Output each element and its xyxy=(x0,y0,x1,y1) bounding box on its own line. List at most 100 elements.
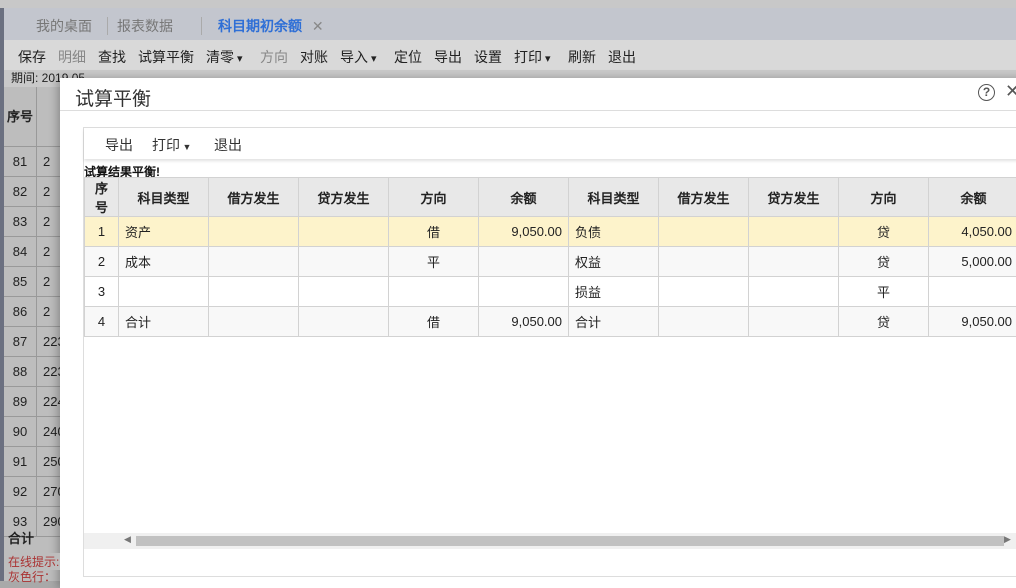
column-header: 余额 xyxy=(479,178,569,217)
toolbar-button[interactable]: 试算平衡 xyxy=(138,47,194,67)
toolbar-button[interactable]: 退出 xyxy=(608,47,636,67)
tab-report-data[interactable]: 报表数据 xyxy=(117,16,173,36)
dialog-toolbar: 导出 打印 ▼ 退出 xyxy=(84,128,1016,159)
table-cell[interactable] xyxy=(389,277,479,307)
table-cell[interactable] xyxy=(209,217,299,247)
scroll-right-icon[interactable]: ▶ xyxy=(1004,534,1011,545)
print-button[interactable]: 打印 ▼ xyxy=(152,135,191,155)
window-top-strip xyxy=(0,0,1016,8)
table-cell[interactable]: 9,050.00 xyxy=(479,307,569,337)
column-header: 余额 xyxy=(929,178,1016,217)
toolbar-button[interactable]: 对账 xyxy=(300,47,328,67)
table-cell[interactable] xyxy=(659,277,749,307)
table-cell[interactable] xyxy=(209,277,299,307)
bg-header-seq: 序号 xyxy=(4,87,37,147)
toolbar-label: 设置 xyxy=(474,49,502,65)
tab-divider xyxy=(107,17,108,35)
table-cell[interactable]: 4,050.00 xyxy=(929,217,1016,247)
table-cell[interactable]: 贷 xyxy=(839,247,929,277)
close-tab-icon[interactable]: ✕ xyxy=(312,18,324,34)
toolbar-button[interactable]: 刷新 xyxy=(568,47,596,67)
table-cell[interactable] xyxy=(119,277,209,307)
table-cell[interactable] xyxy=(929,277,1016,307)
toolbar-button[interactable]: 设置 xyxy=(474,47,502,67)
table-cell[interactable]: 权益 xyxy=(569,247,659,277)
chevron-down-icon: ▾ xyxy=(368,53,377,65)
column-header: 贷方发生 xyxy=(299,178,389,217)
scroll-left-icon[interactable]: ◀ xyxy=(124,534,131,545)
toolbar-button[interactable]: 查找 xyxy=(98,47,126,67)
bg-row-seq: 90 xyxy=(4,417,37,447)
table-cell[interactable] xyxy=(749,247,839,277)
table-cell[interactable] xyxy=(209,247,299,277)
table-cell[interactable]: 4 xyxy=(85,307,119,337)
table-cell[interactable]: 损益 xyxy=(569,277,659,307)
table-cell[interactable]: 5,000.00 xyxy=(929,247,1016,277)
bg-row-seq: 91 xyxy=(4,447,37,477)
table-cell[interactable] xyxy=(299,247,389,277)
table-cell[interactable]: 成本 xyxy=(119,247,209,277)
table-cell[interactable] xyxy=(479,247,569,277)
horizontal-scrollbar[interactable]: ◀ ▶ xyxy=(84,533,1016,549)
table-cell[interactable] xyxy=(299,217,389,247)
exit-button[interactable]: 退出 xyxy=(214,135,242,155)
bg-row-seq: 84 xyxy=(4,237,37,267)
column-header: 借方发生 xyxy=(659,178,749,217)
table-cell[interactable] xyxy=(659,247,749,277)
table-cell[interactable] xyxy=(659,217,749,247)
export-button[interactable]: 导出 xyxy=(105,135,133,155)
toolbar-label: 退出 xyxy=(608,49,636,65)
table-cell[interactable]: 9,050.00 xyxy=(929,307,1016,337)
toolbar-button[interactable]: 导出 xyxy=(434,47,462,67)
table-cell[interactable] xyxy=(299,277,389,307)
bg-row-seq: 92 xyxy=(4,477,37,507)
table-cell[interactable]: 负债 xyxy=(569,217,659,247)
close-icon[interactable]: ✕ xyxy=(1005,81,1016,102)
chevron-down-icon: ▾ xyxy=(542,53,551,65)
bg-row-seq: 81 xyxy=(4,147,37,177)
table-cell[interactable] xyxy=(479,277,569,307)
table-cell[interactable]: 资产 xyxy=(119,217,209,247)
bg-row-seq: 82 xyxy=(4,177,37,207)
table-cell[interactable]: 3 xyxy=(85,277,119,307)
table-cell[interactable]: 1 xyxy=(85,217,119,247)
table-cell[interactable]: 9,050.00 xyxy=(479,217,569,247)
toolbar-button[interactable]: 清零 ▾ xyxy=(206,47,243,67)
table-cell[interactable]: 2 xyxy=(85,247,119,277)
table-cell[interactable]: 贷 xyxy=(839,217,929,247)
toolbar-button[interactable]: 定位 xyxy=(394,47,422,67)
table-cell[interactable]: 贷 xyxy=(839,307,929,337)
toolbar-button[interactable]: 打印 ▾ xyxy=(514,47,551,67)
column-header: 序号 xyxy=(85,178,119,217)
table-cell[interactable]: 平 xyxy=(839,277,929,307)
toolbar-button[interactable]: 导入 ▾ xyxy=(340,47,377,67)
toolbar-button[interactable]: 保存 xyxy=(18,47,46,67)
help-icon[interactable]: ? xyxy=(978,84,995,101)
table-cell[interactable] xyxy=(659,307,749,337)
column-header: 科目类型 xyxy=(569,178,659,217)
table-cell[interactable]: 平 xyxy=(389,247,479,277)
column-header: 借方发生 xyxy=(209,178,299,217)
trial-balance-dialog: 试算平衡 ? ✕ 导出 打印 ▼ 退出 试算结果平衡! 序号科目类型借方发生贷方… xyxy=(60,78,1016,588)
table-cell[interactable]: 合计 xyxy=(569,307,659,337)
table-cell[interactable]: 合计 xyxy=(119,307,209,337)
table-cell[interactable] xyxy=(749,217,839,247)
toolbar-label: 保存 xyxy=(18,49,46,65)
table-cell[interactable] xyxy=(209,307,299,337)
toolbar-button[interactable]: 方向 xyxy=(260,47,288,67)
table-cell[interactable] xyxy=(299,307,389,337)
table-cell[interactable] xyxy=(749,277,839,307)
toolbar-label: 定位 xyxy=(394,49,422,65)
table-cell[interactable]: 借 xyxy=(389,217,479,247)
toolbar-button[interactable]: 明细 xyxy=(58,47,86,67)
table-cell[interactable]: 借 xyxy=(389,307,479,337)
table-row[interactable]: 3 损益 平 xyxy=(85,277,1016,307)
tab-desktop[interactable]: 我的桌面 xyxy=(36,16,92,36)
scrollbar-thumb[interactable] xyxy=(136,536,1004,546)
table-cell[interactable] xyxy=(749,307,839,337)
bg-row-seq: 88 xyxy=(4,357,37,387)
